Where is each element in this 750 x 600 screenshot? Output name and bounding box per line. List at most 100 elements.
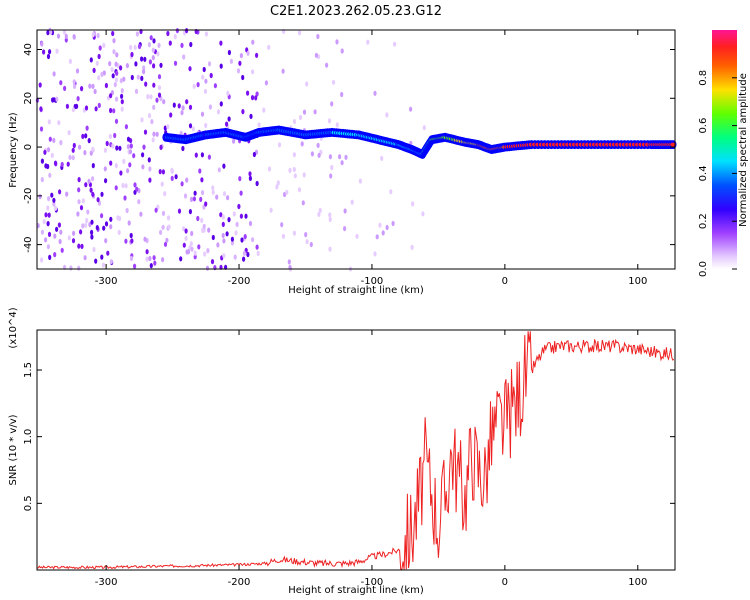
speckle-dot bbox=[163, 191, 167, 197]
speckle-dot bbox=[211, 185, 215, 191]
speckle-dot bbox=[219, 63, 223, 69]
speckle-dot bbox=[174, 174, 178, 180]
speckle-dot bbox=[42, 219, 46, 225]
speckle-dot bbox=[163, 125, 167, 131]
speckle-dot bbox=[422, 125, 426, 131]
speckle-dot bbox=[52, 201, 56, 207]
speckle-dot bbox=[126, 168, 130, 174]
speckle-dot bbox=[264, 80, 268, 86]
speckle-dot bbox=[84, 105, 89, 111]
speckle-dot bbox=[127, 220, 131, 226]
speckle-dot bbox=[38, 82, 42, 88]
spectrogram-y-tick-label: -40 bbox=[23, 236, 34, 252]
speckle-dot bbox=[87, 178, 91, 184]
speckle-dot bbox=[287, 259, 291, 265]
speckle-dot bbox=[198, 168, 202, 174]
speckle-dot bbox=[242, 256, 246, 262]
speckle-dot bbox=[71, 155, 75, 161]
speckle-dot bbox=[133, 182, 137, 188]
speckle-dot bbox=[328, 216, 332, 223]
speckle-dot bbox=[124, 124, 128, 130]
speckle-dot bbox=[57, 120, 61, 126]
speckle-dot bbox=[216, 109, 221, 115]
speckle-dot bbox=[237, 203, 241, 210]
speckle-dot bbox=[152, 104, 156, 110]
spectrogram-speckle bbox=[35, 27, 426, 272]
speckle-dot bbox=[77, 243, 81, 249]
speckle-dot bbox=[65, 103, 69, 109]
speckle-dot bbox=[125, 207, 129, 214]
speckle-dot bbox=[46, 205, 50, 211]
speckle-dot bbox=[215, 194, 219, 200]
colorbar-gradient bbox=[712, 30, 737, 269]
speckle-dot bbox=[292, 118, 297, 125]
speckle-dot bbox=[77, 199, 81, 205]
speckle-dot bbox=[159, 62, 163, 68]
speckle-dot bbox=[148, 255, 152, 262]
spectrogram-y-tick-label: -20 bbox=[23, 188, 34, 204]
speckle-dot bbox=[281, 68, 285, 74]
speckle-dot bbox=[250, 95, 255, 101]
speckle-dot bbox=[65, 191, 69, 197]
speckle-dot bbox=[88, 83, 92, 89]
speckle-dot bbox=[98, 45, 102, 51]
speckle-dot bbox=[297, 30, 302, 36]
speckle-dot bbox=[39, 126, 44, 132]
speckle-dot bbox=[194, 152, 198, 158]
speckle-dot bbox=[80, 243, 84, 249]
snr-panel: -300 -200 -100 0 100 0.5 1.0 1.5 Height of str… bbox=[8, 307, 676, 596]
speckle-dot bbox=[94, 106, 98, 112]
speckle-dot bbox=[102, 42, 106, 49]
speckle-dot bbox=[330, 164, 334, 171]
speckle-dot bbox=[201, 227, 205, 233]
speckle-dot bbox=[152, 38, 156, 44]
speckle-dot bbox=[77, 177, 81, 183]
speckle-dot bbox=[112, 108, 116, 114]
speckle-dot bbox=[166, 215, 171, 221]
speckle-dot bbox=[182, 226, 186, 232]
speckle-dot bbox=[100, 213, 104, 219]
speckle-dot bbox=[202, 223, 206, 229]
speckle-dot bbox=[55, 48, 59, 54]
speckle-dot bbox=[332, 79, 336, 85]
speckle-dot bbox=[129, 232, 133, 239]
speckle-dot bbox=[385, 224, 389, 231]
speckle-dot bbox=[47, 231, 52, 237]
speckle-dot bbox=[149, 94, 153, 100]
speckle-dot bbox=[170, 175, 174, 181]
speckle-dot bbox=[46, 147, 51, 153]
speckle-dot bbox=[126, 144, 130, 150]
spectrogram-x-tick-label: -300 bbox=[95, 276, 118, 287]
speckle-dot bbox=[183, 193, 188, 199]
speckle-dot bbox=[181, 105, 185, 111]
speckle-dot bbox=[210, 259, 215, 265]
speckle-dot bbox=[328, 246, 332, 252]
speckle-dot bbox=[375, 234, 379, 240]
speckle-dot bbox=[301, 200, 305, 206]
speckle-dot bbox=[100, 71, 104, 77]
speckle-dot bbox=[196, 215, 200, 222]
spectrogram-x-tick-label: 100 bbox=[628, 276, 647, 287]
speckle-dot bbox=[207, 227, 211, 233]
speckle-dot bbox=[234, 230, 238, 236]
speckle-dot bbox=[157, 42, 161, 49]
speckle-dot bbox=[156, 51, 160, 57]
speckle-dot bbox=[236, 68, 241, 74]
speckle-dot bbox=[64, 37, 68, 43]
speckle-dot bbox=[105, 140, 109, 147]
speckle-dot bbox=[157, 85, 162, 91]
speckle-dot bbox=[85, 125, 89, 131]
speckle-dot bbox=[147, 157, 151, 163]
speckle-dot bbox=[199, 196, 203, 202]
speckle-dot bbox=[96, 197, 100, 203]
speckle-dot bbox=[59, 140, 63, 146]
speckle-dot bbox=[185, 28, 189, 34]
speckle-dot bbox=[200, 190, 205, 196]
speckle-dot bbox=[120, 88, 124, 94]
speckle-dot bbox=[109, 93, 113, 99]
speckle-dot bbox=[129, 44, 133, 51]
speckle-dot bbox=[86, 209, 90, 215]
speckle-dot bbox=[248, 175, 252, 181]
speckle-dot bbox=[158, 169, 162, 175]
